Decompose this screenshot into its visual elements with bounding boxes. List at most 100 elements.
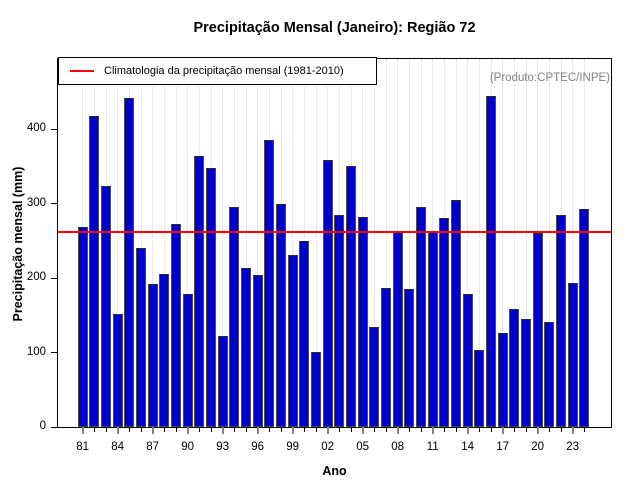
gridline	[187, 59, 189, 427]
bar-00	[299, 240, 310, 427]
x-tick-label: 08	[391, 441, 405, 453]
x-tick	[303, 427, 305, 432]
bar-05	[357, 216, 368, 427]
gridline	[502, 59, 504, 427]
bar-15	[474, 350, 485, 427]
chart-title: Precipitação Mensal (Janeiro): Região 72	[193, 20, 476, 36]
x-tick-major	[151, 427, 154, 434]
x-tick	[420, 427, 422, 432]
bar-07	[381, 288, 392, 427]
y-tick-label: 200	[26, 271, 46, 283]
bar-03	[334, 215, 345, 427]
gridline	[572, 59, 574, 427]
x-tick-major	[431, 427, 434, 434]
x-tick	[280, 427, 282, 432]
x-tick	[93, 427, 95, 432]
bar-18	[509, 308, 520, 427]
gridline	[222, 59, 224, 427]
x-tick-label: 96	[251, 441, 265, 453]
gridline	[478, 59, 480, 427]
x-tick-label: 05	[356, 441, 370, 453]
x-tick	[245, 427, 247, 432]
gridline	[245, 59, 247, 427]
x-tick-major	[291, 427, 294, 434]
bar-84	[112, 313, 123, 427]
x-tick	[268, 427, 270, 432]
x-tick-major	[571, 427, 574, 434]
x-tick-major	[326, 427, 329, 434]
x-tick-label: 20	[531, 441, 545, 453]
x-tick	[198, 427, 200, 432]
bar-92	[206, 167, 217, 427]
y-tick	[51, 203, 58, 204]
product-watermark: (Produto:CPTEC/INPE)	[489, 72, 610, 84]
climatology-line	[58, 230, 611, 233]
legend-line-sample	[70, 70, 94, 72]
x-tick	[350, 427, 352, 432]
bar-82	[89, 115, 100, 427]
x-tick-major	[256, 427, 259, 434]
bar-23	[567, 282, 578, 427]
x-tick	[128, 427, 130, 432]
x-tick-major	[81, 427, 84, 434]
x-tick	[443, 427, 445, 432]
bar-89	[171, 223, 182, 427]
x-tick-major	[361, 427, 364, 434]
bar-93	[217, 336, 228, 427]
bar-08	[392, 231, 403, 427]
bar-02	[322, 160, 333, 427]
gridline	[315, 59, 317, 427]
y-axis-title: Precipitação mensal (mm)	[11, 166, 25, 322]
gridline	[257, 59, 259, 427]
x-tick-label: 17	[496, 441, 510, 453]
x-tick-label: 87	[146, 441, 160, 453]
bar-01	[311, 351, 322, 427]
x-tick	[163, 427, 165, 432]
x-tick	[373, 427, 375, 432]
bar-91	[194, 155, 205, 427]
x-tick	[338, 427, 340, 432]
gridline	[152, 59, 154, 427]
x-tick-label: 81	[76, 441, 90, 453]
gridline	[140, 59, 142, 427]
x-tick	[583, 427, 585, 432]
bar-22	[556, 214, 566, 427]
bar-96	[252, 275, 263, 427]
bar-86	[136, 248, 147, 427]
y-tick-label: 0	[39, 420, 46, 432]
x-tick	[140, 427, 142, 432]
bar-04	[346, 166, 357, 427]
x-tick-major	[536, 427, 539, 434]
gridline	[292, 59, 294, 427]
bar-85	[124, 97, 135, 427]
bar-98	[276, 203, 287, 427]
bar-88	[159, 273, 170, 427]
x-tick	[210, 427, 212, 432]
bar-21	[544, 322, 555, 427]
y-tick-label: 100	[26, 345, 46, 358]
x-tick-major	[116, 427, 119, 434]
x-tick-label: 90	[181, 441, 195, 453]
bar-83	[101, 185, 112, 427]
x-tick-label: 93	[216, 441, 230, 453]
bar-90	[182, 294, 193, 427]
bar-95	[241, 268, 252, 427]
legend-label: Climatologia da precipitação mensal (198…	[104, 65, 344, 77]
gridline	[513, 59, 515, 427]
x-tick	[490, 427, 492, 432]
gridline	[373, 59, 375, 427]
x-tick-major	[396, 427, 399, 434]
bar-94	[229, 206, 240, 427]
bar-10	[416, 206, 426, 427]
x-tick-label: 23	[566, 441, 580, 453]
bar-09	[404, 289, 415, 427]
x-tick-major	[221, 427, 224, 434]
bar-19	[521, 319, 531, 427]
gridline	[408, 59, 410, 427]
y-tick	[51, 352, 58, 353]
gridline	[548, 59, 550, 427]
bar-16	[486, 95, 496, 427]
x-tick-label: 11	[426, 441, 439, 453]
x-tick	[408, 427, 410, 432]
x-tick	[105, 427, 107, 432]
